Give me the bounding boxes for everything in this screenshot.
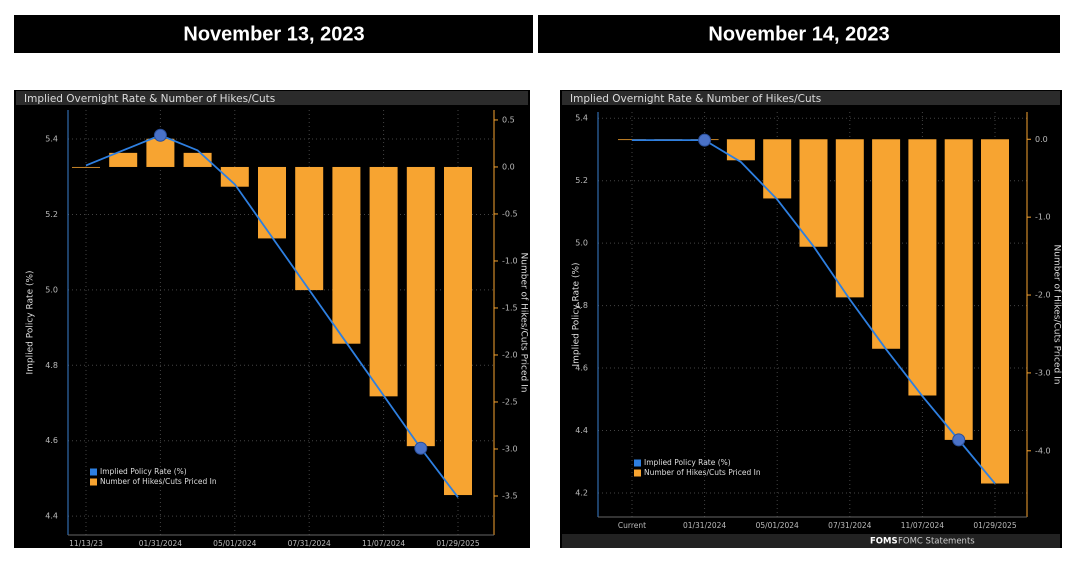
bar <box>369 166 398 397</box>
header-box <box>538 15 1060 53</box>
x-tick-label: 11/07/2024 <box>362 539 405 548</box>
chart-title: Implied Overnight Rate & Number of Hikes… <box>24 93 275 105</box>
x-tick-label: Current <box>618 521 646 530</box>
bar <box>295 166 324 291</box>
x-tick-label: 01/31/2024 <box>683 521 726 530</box>
legend-label: Number of Hikes/Cuts Priced In <box>644 468 761 477</box>
legend-swatch <box>90 468 97 476</box>
bar <box>332 166 361 344</box>
y2-tick-label: -1.5 <box>502 303 518 312</box>
legend-label: Implied Policy Rate (%) <box>644 458 731 467</box>
y-tick-label: 5.4 <box>45 135 58 144</box>
line-marker <box>153 128 167 142</box>
y-tick-label: 4.4 <box>45 512 58 521</box>
legend-label: Implied Policy Rate (%) <box>100 467 187 476</box>
y-tick-label: 4.2 <box>575 488 588 497</box>
bar <box>146 138 175 167</box>
bar <box>72 166 100 168</box>
bar <box>908 139 937 396</box>
y-tick-label: 4.6 <box>575 364 588 373</box>
bar <box>406 166 435 447</box>
y2-tick-label: 0.0 <box>502 162 515 171</box>
y2-tick-label: -1.0 <box>1035 213 1051 222</box>
footer-text: FOMC Statements <box>898 537 975 547</box>
y2-axis-label: Number of Hikes/Cuts Priced In <box>1052 245 1062 385</box>
x-tick-label: 07/31/2024 <box>828 521 871 530</box>
header-box <box>14 15 533 53</box>
y-tick-label: 4.4 <box>575 426 588 435</box>
x-tick-label: 01/29/2025 <box>973 521 1016 530</box>
x-tick-label: 11/13/23 <box>69 539 103 548</box>
y2-tick-label: -2.0 <box>1035 291 1051 300</box>
y-tick-label: 4.6 <box>45 436 58 445</box>
title-bar <box>562 91 1060 105</box>
bar <box>726 139 755 161</box>
x-tick-label: 11/07/2024 <box>901 521 944 530</box>
legend-swatch <box>90 478 97 486</box>
line-marker <box>698 133 712 147</box>
title-bar <box>16 91 528 105</box>
header-title: November 13, 2023 <box>183 23 364 45</box>
y-tick-label: 5.2 <box>575 176 588 185</box>
y-tick-label: 5.4 <box>575 114 588 123</box>
x-tick-label: 01/31/2024 <box>139 539 182 548</box>
bar <box>799 139 828 247</box>
y2-tick-label: 0.5 <box>502 115 515 124</box>
header-title: November 14, 2023 <box>708 23 889 45</box>
bar <box>444 166 472 496</box>
legend-label: Number of Hikes/Cuts Priced In <box>100 477 217 486</box>
line <box>85 134 459 498</box>
y-tick-label: 4.8 <box>45 361 58 370</box>
y2-tick-label: -3.0 <box>502 444 518 453</box>
y-axis-label: Implied Policy Rate (%) <box>572 262 582 366</box>
y2-tick-label: -0.5 <box>502 209 518 218</box>
y2-tick-label: 0.0 <box>1035 135 1048 144</box>
y2-tick-label: -3.5 <box>502 491 518 500</box>
y-tick-label: 5.0 <box>575 239 588 248</box>
bar <box>981 139 1009 484</box>
y-tick-label: 5.2 <box>45 210 58 219</box>
x-tick-label: 01/29/2025 <box>436 539 479 548</box>
y-tick-label: 4.8 <box>575 301 588 310</box>
x-tick-label: 05/01/2024 <box>213 539 256 548</box>
y2-tick-label: -1.0 <box>502 256 518 265</box>
y2-tick-label: -3.0 <box>1035 368 1051 377</box>
line <box>632 139 996 485</box>
y-tick-label: 5.0 <box>45 285 58 294</box>
bar <box>220 166 249 187</box>
legend-swatch <box>634 469 641 477</box>
y2-tick-label: -2.5 <box>502 397 518 406</box>
bar <box>835 139 864 298</box>
chart-title: Implied Overnight Rate & Number of Hikes… <box>570 93 821 105</box>
y2-tick-label: -2.0 <box>502 350 518 359</box>
y2-axis-label: Number of Hikes/Cuts Priced In <box>519 253 529 393</box>
bar <box>258 166 286 239</box>
bar <box>109 152 138 167</box>
bar <box>872 139 901 349</box>
legend-swatch <box>634 459 641 467</box>
y-axis-label: Implied Policy Rate (%) <box>26 270 36 374</box>
x-tick-label: 07/31/2024 <box>288 539 331 548</box>
line-marker <box>952 433 966 447</box>
y2-tick-label: -4.0 <box>1035 446 1051 455</box>
footer-bar <box>562 534 1060 548</box>
bar <box>944 139 973 440</box>
line-marker <box>414 441 428 455</box>
footer-code: FOMS <box>870 537 898 547</box>
x-tick-label: 05/01/2024 <box>756 521 799 530</box>
